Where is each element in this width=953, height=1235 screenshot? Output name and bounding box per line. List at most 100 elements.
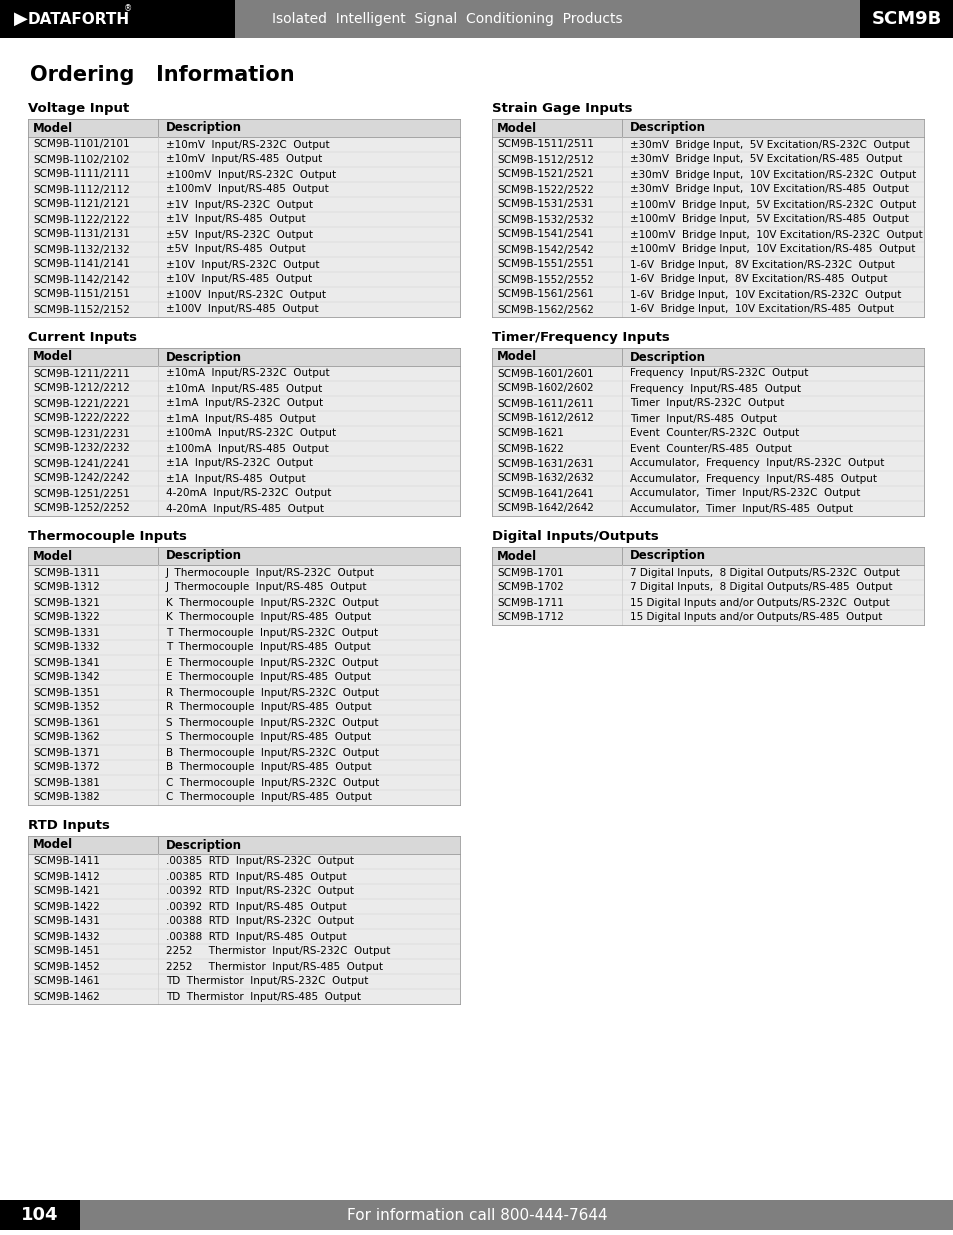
Bar: [492, 137, 923, 317]
Text: SCM9B-1362: SCM9B-1362: [33, 732, 100, 742]
Text: Thermocouple Inputs: Thermocouple Inputs: [28, 530, 187, 543]
Text: SCM9B-1612/2612: SCM9B-1612/2612: [497, 414, 594, 424]
Bar: [28, 119, 459, 137]
Text: Timer  Input/RS-485  Output: Timer Input/RS-485 Output: [629, 414, 776, 424]
Text: T  Thermocouple  Input/RS-232C  Output: T Thermocouple Input/RS-232C Output: [166, 627, 377, 637]
Text: E  Thermocouple  Input/RS-485  Output: E Thermocouple Input/RS-485 Output: [166, 673, 371, 683]
Text: ±10mA  Input/RS-232C  Output: ±10mA Input/RS-232C Output: [166, 368, 330, 378]
Text: C  Thermocouple  Input/RS-485  Output: C Thermocouple Input/RS-485 Output: [166, 793, 372, 803]
Text: ±10mA  Input/RS-485  Output: ±10mA Input/RS-485 Output: [166, 384, 322, 394]
Text: ±100mV  Input/RS-485  Output: ±100mV Input/RS-485 Output: [166, 184, 329, 194]
Text: SCM9B-1602/2602: SCM9B-1602/2602: [497, 384, 593, 394]
Text: S  Thermocouple  Input/RS-232C  Output: S Thermocouple Input/RS-232C Output: [166, 718, 378, 727]
Text: Accumulator,  Timer  Input/RS-485  Output: Accumulator, Timer Input/RS-485 Output: [629, 504, 852, 514]
Text: B  Thermocouple  Input/RS-232C  Output: B Thermocouple Input/RS-232C Output: [166, 747, 378, 757]
Text: SCM9B-1621: SCM9B-1621: [497, 429, 563, 438]
Text: SCM9B-1112/2112: SCM9B-1112/2112: [33, 184, 130, 194]
Text: SCM9B-1542/2542: SCM9B-1542/2542: [497, 245, 594, 254]
Text: SCM9B-1251/2251: SCM9B-1251/2251: [33, 489, 130, 499]
Text: Accumulator,  Timer  Input/RS-232C  Output: Accumulator, Timer Input/RS-232C Output: [629, 489, 860, 499]
Text: SCM9B-1411: SCM9B-1411: [33, 857, 100, 867]
Text: SCM9B-1711: SCM9B-1711: [497, 598, 563, 608]
Text: Description: Description: [629, 121, 705, 135]
Text: Event  Counter/RS-485  Output: Event Counter/RS-485 Output: [629, 443, 791, 453]
Text: SCM9B-1132/2132: SCM9B-1132/2132: [33, 245, 130, 254]
Text: Description: Description: [629, 351, 705, 363]
Bar: [28, 836, 459, 853]
Text: SCM9B-1361: SCM9B-1361: [33, 718, 100, 727]
Text: ±100V  Input/RS-232C  Output: ±100V Input/RS-232C Output: [166, 289, 326, 300]
Text: K  Thermocouple  Input/RS-232C  Output: K Thermocouple Input/RS-232C Output: [166, 598, 378, 608]
Text: SCM9B-1141/2141: SCM9B-1141/2141: [33, 259, 130, 269]
Text: SCM9B-1381: SCM9B-1381: [33, 778, 100, 788]
Text: DATAFORTH: DATAFORTH: [28, 11, 130, 26]
Text: SCM9B-1322: SCM9B-1322: [33, 613, 100, 622]
Bar: [859, 0, 953, 38]
Text: SCM9B-1611/2611: SCM9B-1611/2611: [497, 399, 594, 409]
Text: SCM9B-1351: SCM9B-1351: [33, 688, 100, 698]
Text: 2252     Thermistor  Input/RS-485  Output: 2252 Thermistor Input/RS-485 Output: [166, 962, 382, 972]
Text: SCM9B-1382: SCM9B-1382: [33, 793, 100, 803]
Text: SCM9B-1331: SCM9B-1331: [33, 627, 100, 637]
Text: SCM9B-1312: SCM9B-1312: [33, 583, 100, 593]
Text: RTD Inputs: RTD Inputs: [28, 819, 110, 832]
Bar: [0, 1200, 80, 1230]
Text: SCM9B-1561/2561: SCM9B-1561/2561: [497, 289, 594, 300]
Text: Accumulator,  Frequency  Input/RS-485  Output: Accumulator, Frequency Input/RS-485 Outp…: [629, 473, 876, 483]
Text: SCM9B-1232/2232: SCM9B-1232/2232: [33, 443, 130, 453]
Bar: [28, 564, 459, 805]
Text: Timer/Frequency Inputs: Timer/Frequency Inputs: [492, 331, 669, 345]
Text: SCM9B-1701: SCM9B-1701: [497, 568, 563, 578]
Text: R  Thermocouple  Input/RS-232C  Output: R Thermocouple Input/RS-232C Output: [166, 688, 378, 698]
Text: SCM9B-1462: SCM9B-1462: [33, 992, 100, 1002]
Text: SCM9B-1212/2212: SCM9B-1212/2212: [33, 384, 130, 394]
Text: E  Thermocouple  Input/RS-232C  Output: E Thermocouple Input/RS-232C Output: [166, 657, 378, 667]
Text: ±100mV  Bridge Input,  5V Excitation/RS-232C  Output: ±100mV Bridge Input, 5V Excitation/RS-23…: [629, 200, 915, 210]
Text: ±100mV  Bridge Input,  5V Excitation/RS-485  Output: ±100mV Bridge Input, 5V Excitation/RS-48…: [629, 215, 908, 225]
Bar: [0, 0, 953, 38]
Text: ±30mV  Bridge Input,  10V Excitation/RS-232C  Output: ±30mV Bridge Input, 10V Excitation/RS-23…: [629, 169, 915, 179]
Text: 4-20mA  Input/RS-232C  Output: 4-20mA Input/RS-232C Output: [166, 489, 331, 499]
Text: SCM9B-1431: SCM9B-1431: [33, 916, 100, 926]
Text: SCM9B-1252/2252: SCM9B-1252/2252: [33, 504, 130, 514]
Text: Digital Inputs/Outputs: Digital Inputs/Outputs: [492, 530, 659, 543]
Text: ±1V  Input/RS-232C  Output: ±1V Input/RS-232C Output: [166, 200, 313, 210]
Bar: [28, 547, 459, 564]
Text: TD  Thermistor  Input/RS-232C  Output: TD Thermistor Input/RS-232C Output: [166, 977, 368, 987]
Bar: [492, 348, 923, 366]
Text: ±30mV  Bridge Input,  5V Excitation/RS-485  Output: ±30mV Bridge Input, 5V Excitation/RS-485…: [629, 154, 902, 164]
Text: .00392  RTD  Input/RS-232C  Output: .00392 RTD Input/RS-232C Output: [166, 887, 354, 897]
Bar: [28, 366, 459, 516]
Text: .00385  RTD  Input/RS-232C  Output: .00385 RTD Input/RS-232C Output: [166, 857, 354, 867]
Text: ±1A  Input/RS-485  Output: ±1A Input/RS-485 Output: [166, 473, 305, 483]
Text: SCM9B-1562/2562: SCM9B-1562/2562: [497, 305, 594, 315]
Text: SCM9B-1352: SCM9B-1352: [33, 703, 100, 713]
Text: SCM9B-1372: SCM9B-1372: [33, 762, 100, 773]
Text: 4-20mA  Input/RS-485  Output: 4-20mA Input/RS-485 Output: [166, 504, 324, 514]
Text: .00392  RTD  Input/RS-485  Output: .00392 RTD Input/RS-485 Output: [166, 902, 346, 911]
Text: SCM9B-1241/2241: SCM9B-1241/2241: [33, 458, 130, 468]
Text: SCM9B-1111/2111: SCM9B-1111/2111: [33, 169, 130, 179]
Text: ±100mV  Bridge Input,  10V Excitation/RS-232C  Output: ±100mV Bridge Input, 10V Excitation/RS-2…: [629, 230, 922, 240]
Text: SCM9B-1522/2522: SCM9B-1522/2522: [497, 184, 594, 194]
Text: ±5V  Input/RS-232C  Output: ±5V Input/RS-232C Output: [166, 230, 313, 240]
Text: SCM9B-1622: SCM9B-1622: [497, 443, 563, 453]
Text: Model: Model: [33, 550, 73, 562]
Text: Description: Description: [166, 121, 242, 135]
Text: SCM9B-1631/2631: SCM9B-1631/2631: [497, 458, 594, 468]
Text: SCM9B-1531/2531: SCM9B-1531/2531: [497, 200, 594, 210]
Text: SCM9B: SCM9B: [871, 10, 942, 28]
Text: ±100mA  Input/RS-232C  Output: ±100mA Input/RS-232C Output: [166, 429, 335, 438]
Text: SCM9B-1632/2632: SCM9B-1632/2632: [497, 473, 594, 483]
Text: SCM9B-1222/2222: SCM9B-1222/2222: [33, 414, 130, 424]
Text: Accumulator,  Frequency  Input/RS-232C  Output: Accumulator, Frequency Input/RS-232C Out…: [629, 458, 883, 468]
Text: Model: Model: [33, 121, 73, 135]
Text: SCM9B-1151/2151: SCM9B-1151/2151: [33, 289, 130, 300]
Bar: [492, 366, 923, 516]
Text: SCM9B-1532/2532: SCM9B-1532/2532: [497, 215, 594, 225]
Text: ±10V  Input/RS-485  Output: ±10V Input/RS-485 Output: [166, 274, 312, 284]
Text: J  Thermocouple  Input/RS-232C  Output: J Thermocouple Input/RS-232C Output: [166, 568, 375, 578]
Bar: [28, 348, 459, 366]
Bar: [492, 547, 923, 564]
Bar: [0, 1200, 953, 1230]
